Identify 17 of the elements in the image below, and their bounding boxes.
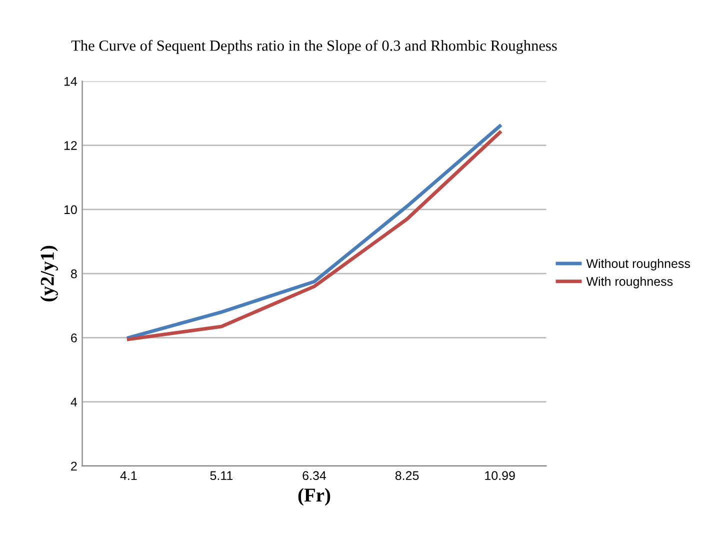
- y-tick-label: 6: [71, 334, 77, 342]
- x-tick-label: 5.11: [210, 471, 233, 480]
- x-tick-label: 4.1: [120, 471, 137, 480]
- x-tick-label: 10.99: [485, 471, 515, 480]
- x-tick-label: 6.34: [302, 471, 326, 480]
- y-axis-title: (y2/y1): [40, 246, 58, 302]
- y-tick-label: 8: [70, 269, 77, 278]
- y-tick-label: 4: [70, 398, 78, 406]
- x-axis-title: (Fr): [298, 488, 330, 506]
- y-tick-label: 12: [64, 141, 77, 150]
- x-tick-label: 8.25: [395, 471, 419, 480]
- legend-label: Without roughness: [586, 258, 690, 270]
- y-tick-label: 10: [64, 205, 77, 214]
- legend-label: With roughness: [586, 276, 673, 288]
- chart-title: The Curve of Sequent Depths ratio in the Slope of 0.3 and Rhombic Roughness: [71, 40, 557, 54]
- y-tick-label: 14: [64, 77, 78, 86]
- y-tick-label: 2: [71, 462, 77, 471]
